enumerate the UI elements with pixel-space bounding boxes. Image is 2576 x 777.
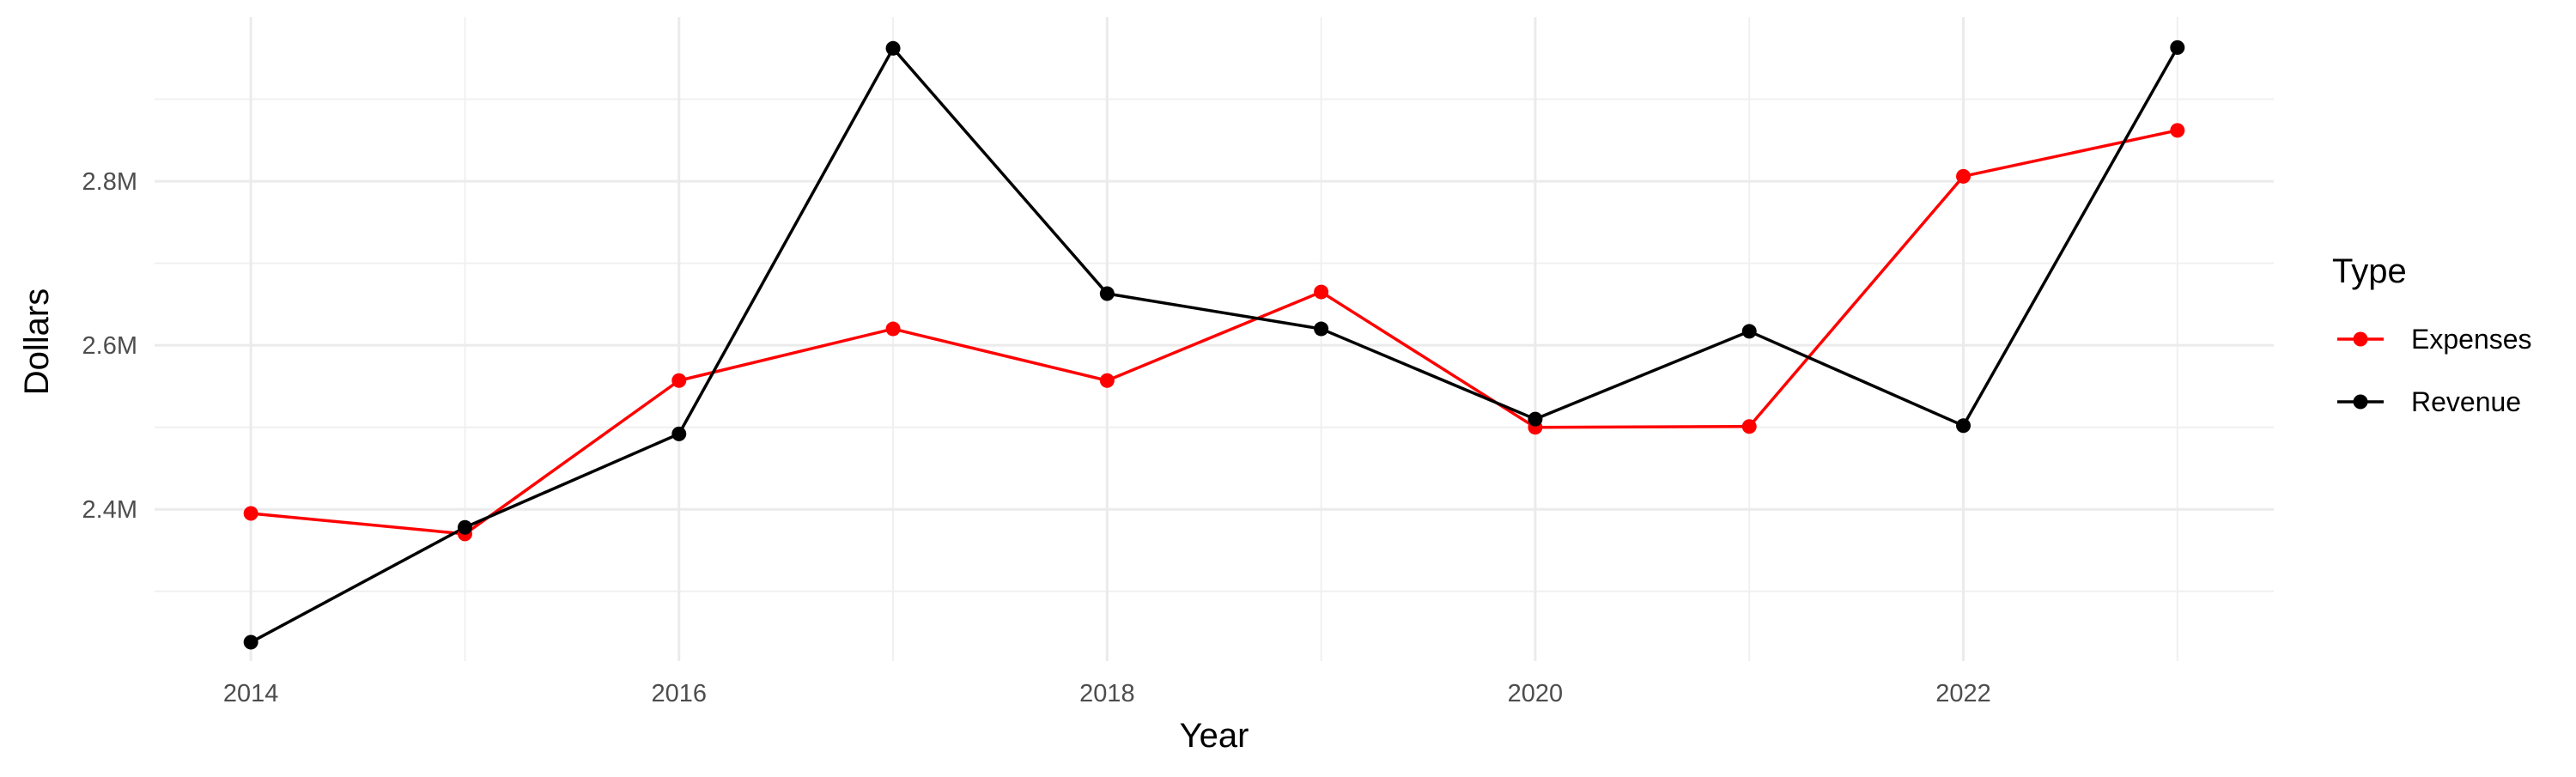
x-tick-label: 2022 <box>1935 680 1991 707</box>
expenses-point <box>1956 168 1971 184</box>
expenses-point <box>1741 419 1757 434</box>
y-tick-label: 2.6M <box>82 332 137 360</box>
x-tick-label: 2016 <box>652 680 708 707</box>
revenue-point <box>1314 321 1329 337</box>
revenue-point <box>243 634 258 650</box>
revenue-point <box>457 519 472 535</box>
legend-title: Type <box>2332 252 2407 290</box>
expenses-point <box>671 373 687 388</box>
y-axis-title: Dollars <box>18 288 56 395</box>
revenue-line <box>249 46 2179 644</box>
legend-entries: Expenses Revenue <box>2337 324 2532 417</box>
legend-label-revenue: Revenue <box>2411 386 2521 417</box>
revenue-point <box>1956 418 1971 434</box>
revenue-point <box>885 40 901 56</box>
expenses-point <box>1099 373 1115 388</box>
x-tick-label: 2014 <box>223 680 279 707</box>
expenses-point <box>243 506 258 521</box>
expenses-point <box>1314 284 1329 300</box>
legend-key-point-expenses <box>2353 331 2368 347</box>
expenses-point <box>2170 123 2185 138</box>
x-tick-label: 2020 <box>1508 680 1564 707</box>
revenue-point <box>1741 324 1757 339</box>
series-points <box>243 39 2185 650</box>
x-tick-label: 2018 <box>1079 680 1135 707</box>
legend-label-expenses: Expenses <box>2411 324 2532 355</box>
x-axis-title: Year <box>1180 717 1249 755</box>
y-tick-label: 2.4M <box>82 496 137 524</box>
revenue-point <box>2170 39 2185 55</box>
minor-gridlines <box>155 17 2274 661</box>
major-gridlines <box>155 17 2274 661</box>
revenue-point <box>1099 286 1115 301</box>
legend-key-point-revenue <box>2353 394 2368 410</box>
legend: Type Expenses Revenue <box>2332 252 2532 417</box>
y-tick-label: 2.8M <box>82 168 137 196</box>
x-axis-tick-labels: 2014 2016 2018 2020 2022 <box>223 680 1991 707</box>
y-axis-tick-labels: 2.4M 2.6M 2.8M <box>82 168 137 524</box>
expenses-line <box>249 129 2179 536</box>
revenue-point <box>1528 411 1543 427</box>
series-lines <box>249 46 2179 644</box>
revenue-point <box>671 426 687 441</box>
expenses-point <box>885 321 901 337</box>
